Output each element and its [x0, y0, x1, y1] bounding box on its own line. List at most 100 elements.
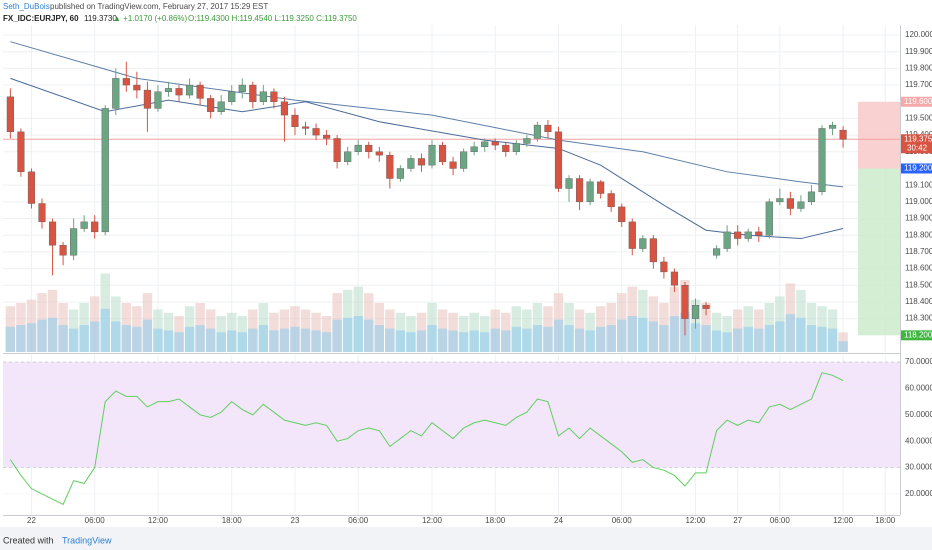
x-tick-label: 06:00	[770, 516, 791, 525]
position-stop-zone	[858, 101, 900, 169]
volume-bar-tint	[184, 326, 195, 352]
y-tick-label: 119.8000	[905, 63, 932, 72]
volume-bar-tint	[142, 319, 153, 352]
candle-body	[6, 96, 14, 132]
volume-bar-tint	[258, 325, 269, 352]
candle-body	[344, 151, 352, 163]
x-tick-label: 27	[733, 516, 742, 525]
y-tick-label: 70.0000	[905, 357, 932, 366]
volume-bar-tint	[796, 317, 806, 352]
candle-body	[196, 84, 204, 99]
symbol: FX_IDC:EURJPY, 60	[3, 14, 79, 23]
y-tick-label: 120.0000	[905, 30, 932, 39]
footer-brand[interactable]: TradingView	[62, 535, 112, 545]
volume-bar-tint	[406, 332, 416, 352]
volume-bar-tint	[395, 330, 406, 352]
published: published on TradingView.com, February 2…	[50, 2, 268, 11]
candle-body	[502, 144, 510, 152]
level-label-box	[901, 163, 932, 174]
volume-bar-tint	[469, 330, 479, 352]
candle-body	[575, 178, 584, 203]
y-tick-label: 20.0000	[905, 489, 932, 498]
candle-body	[554, 131, 563, 189]
volume-bar-tint	[785, 314, 796, 352]
volume-bar-tint	[205, 328, 216, 352]
candle-body	[828, 124, 837, 129]
volume-bar-tint	[342, 317, 353, 352]
volume-bar-tint	[26, 323, 37, 352]
candle-body	[839, 129, 847, 140]
volume-bar-tint	[532, 325, 543, 352]
candle-body	[491, 141, 499, 146]
y-tick-label: 118.7000	[905, 247, 932, 256]
candle-body	[80, 221, 88, 229]
x-tick-label: 18:00	[875, 516, 896, 525]
x-tick-label: 23	[291, 516, 300, 525]
candle-body	[460, 151, 468, 169]
candle-body	[807, 191, 816, 203]
rsi-line	[9, 372, 844, 506]
x-tick-label: 06:00	[348, 516, 369, 525]
candle-body	[217, 101, 225, 112]
volume-bar-tint	[16, 325, 26, 352]
y-tick-label: 119.7000	[905, 80, 932, 89]
candle-body	[512, 143, 520, 152]
volume-bar-tint	[574, 328, 585, 352]
candle-body	[112, 78, 120, 109]
volume-bar-tint	[754, 328, 764, 352]
candle-body	[544, 124, 552, 132]
candle-body	[597, 181, 605, 194]
candle-body	[154, 91, 162, 109]
volume-bar-tint	[616, 319, 627, 352]
candle-body	[59, 245, 67, 256]
volume-bar-tint	[427, 325, 437, 352]
volume-bar-tint	[100, 308, 110, 352]
x-tick-label: 24	[554, 516, 563, 525]
y-tick-label: 118.8000	[905, 230, 932, 239]
candle-body	[249, 84, 257, 102]
candle-body	[533, 124, 541, 139]
volume-bar-tint	[248, 328, 258, 352]
volume-bar-tint	[585, 330, 595, 352]
x-tick-label: 12:00	[833, 516, 854, 525]
candle-body	[143, 89, 151, 109]
candle-body	[649, 238, 657, 263]
volume-bar-tint	[553, 319, 564, 352]
candle-body	[301, 126, 310, 129]
candle-body	[238, 84, 246, 92]
volume-bar-tint	[300, 328, 311, 352]
candle-body	[164, 88, 173, 92]
volume-bar-tint	[385, 328, 395, 352]
volume-bar-tint	[364, 319, 374, 352]
volume-bar-tint	[79, 325, 89, 352]
volume-bar-tint	[711, 330, 722, 352]
volume-bar-tint	[458, 332, 469, 352]
volume-bar-tint	[838, 341, 848, 352]
volume-bar-tint	[163, 330, 174, 352]
x-tick-label: 18:00	[485, 516, 506, 525]
x-tick-label: 12:00	[148, 516, 169, 525]
candle-body	[670, 271, 679, 286]
candle-body	[175, 88, 183, 96]
y-tick-label: 60.0000	[905, 384, 932, 393]
volume-bar-tint	[5, 326, 16, 352]
x-tick-label: 12:00	[685, 516, 706, 525]
candle-body	[101, 108, 109, 233]
volume-bar-tint	[701, 325, 711, 352]
candle-body	[797, 201, 805, 209]
candle-body	[396, 168, 404, 179]
volume-bar-tint	[37, 319, 47, 352]
candle-body	[354, 144, 362, 152]
candle-body	[765, 201, 773, 236]
volume-bar-tint	[722, 332, 732, 352]
author[interactable]: Seth_DuBois	[3, 2, 50, 11]
candle-body	[407, 158, 415, 169]
level-label: 119.6000	[904, 97, 932, 106]
volume-bar-tint	[311, 330, 321, 352]
x-tick-label: 18:00	[222, 516, 243, 525]
volume-bar-tint	[648, 321, 659, 352]
candle-body	[586, 181, 594, 203]
level-label-box	[901, 96, 932, 107]
change: ▲ +1.0170 (+0.86%)	[113, 14, 188, 23]
volume-bar-tint	[817, 326, 827, 352]
